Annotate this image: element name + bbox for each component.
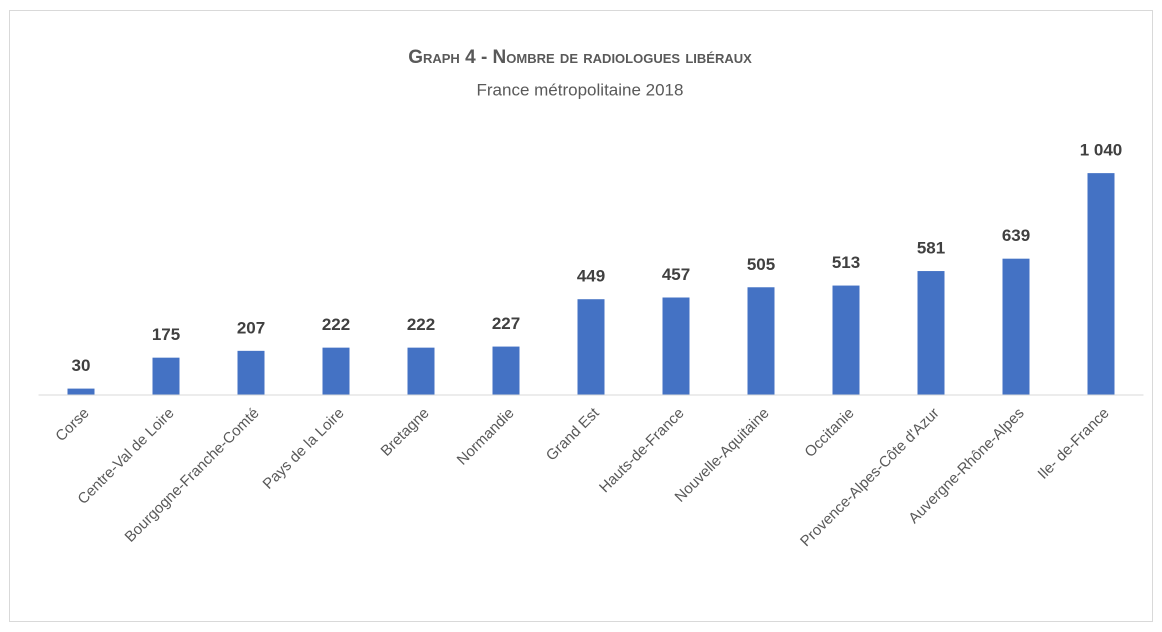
bar xyxy=(662,297,690,395)
data-label: 175 xyxy=(152,325,180,344)
data-label: 505 xyxy=(747,255,775,274)
data-label: 1 040 xyxy=(1080,141,1123,160)
bar xyxy=(492,346,520,395)
bar xyxy=(917,271,945,395)
bar xyxy=(747,287,775,395)
bar xyxy=(577,299,605,395)
data-label: 513 xyxy=(832,253,860,272)
data-label: 457 xyxy=(662,265,690,284)
data-label: 222 xyxy=(407,315,435,334)
bar xyxy=(322,347,350,395)
data-label: 449 xyxy=(577,267,605,286)
bar xyxy=(832,285,860,395)
data-label: 639 xyxy=(1002,226,1030,245)
data-label: 227 xyxy=(492,314,520,333)
data-label: 30 xyxy=(72,356,91,375)
bar xyxy=(407,347,435,395)
chart-title: Graph 4 - Nombre de radiologues libéraux xyxy=(408,47,752,68)
data-label: 207 xyxy=(237,318,265,337)
bar xyxy=(237,350,265,395)
chart-subtitle: France métropolitaine 2018 xyxy=(477,80,684,99)
bar xyxy=(67,388,95,395)
bar xyxy=(1002,258,1030,395)
bar xyxy=(1087,173,1115,395)
data-label: 222 xyxy=(322,315,350,334)
data-label: 581 xyxy=(917,239,945,258)
bar xyxy=(152,357,180,395)
